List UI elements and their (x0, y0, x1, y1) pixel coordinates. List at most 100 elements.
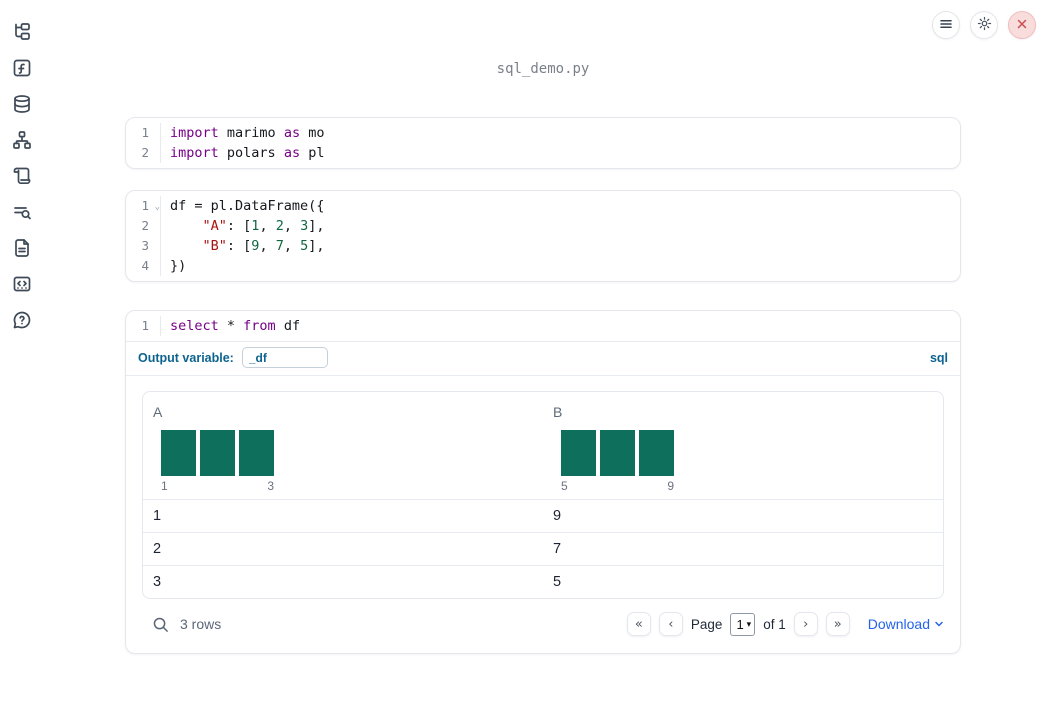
code-line[interactable]: df = pl.DataFrame({ (170, 198, 325, 214)
sidebar-item-outline-search[interactable] (10, 202, 34, 222)
code-line[interactable]: import polars as pl (170, 145, 325, 161)
sidebar-item-data-sources[interactable] (10, 94, 34, 114)
histogram-bar (161, 430, 196, 476)
first-page-button[interactable]: « (626, 612, 651, 636)
output-variable-input[interactable] (241, 347, 328, 368)
code-snippet-icon (12, 274, 32, 294)
chevrons-right-icon: » (833, 616, 842, 632)
output-divider (126, 375, 960, 376)
list-search-icon (12, 202, 32, 222)
line-number: 2 (141, 218, 149, 233)
close-icon (1016, 18, 1028, 33)
code-line[interactable]: "B": [9, 7, 5], (202, 238, 325, 254)
pagination: « ‹ Page 1 ▾ of 1 › » Download (626, 612, 944, 636)
line-number: 1 (141, 125, 149, 140)
previous-page-button[interactable]: ‹ (658, 612, 683, 636)
chevron-right-icon: › (803, 616, 809, 632)
table-cell: 7 (553, 541, 562, 557)
download-label: Download (867, 616, 930, 632)
code-cell-dataframe: 1 ⌄ 2 3 4 df = pl.DataFrame({ "A": [1, 2, 3]… (125, 190, 961, 282)
code-line[interactable]: }) (170, 258, 187, 274)
sidebar-item-snippets[interactable] (10, 274, 34, 294)
sidebar-item-logs[interactable] (10, 166, 34, 186)
table-cell: 2 (153, 541, 162, 557)
scroll-icon (12, 166, 32, 186)
shutdown-button[interactable] (1008, 11, 1036, 39)
histogram-range-label: 1 (161, 479, 168, 493)
output-variable-label: Output variable: (138, 350, 234, 365)
histogram-range-label: 3 (267, 479, 274, 493)
code-content: df = pl.DataFrame({ "A": [1, 2, 3], "B":… (161, 196, 325, 276)
gear-icon (977, 16, 992, 34)
column-name: A (153, 404, 163, 420)
sql-cell: 1 select * from df Output variable: sql … (125, 310, 961, 654)
fold-chevron-icon[interactable]: ⌄ (154, 202, 160, 212)
line-number: 3 (141, 238, 149, 253)
code-editor[interactable]: 1 ⌄ 2 3 4 df = pl.DataFrame({ "A": [1, 2, 3]… (126, 191, 960, 281)
chevron-left-icon: ‹ (668, 616, 674, 632)
histogram-range-label: 5 (561, 479, 568, 493)
helper-panel-sidebar (0, 0, 44, 330)
code-line[interactable]: "A": [1, 2, 3], (202, 218, 325, 234)
sql-cell-footer: Output variable: sql (126, 342, 960, 375)
line-number-gutter: 1 ⌄ 2 3 4 (126, 196, 161, 276)
notebook-filename: sql_demo.py (496, 61, 590, 77)
line-number: 1 ⌄ (126, 196, 160, 216)
row-count: 3 rows (180, 616, 222, 632)
search-icon (152, 616, 169, 633)
page-number-select[interactable]: 1 ▾ (730, 612, 756, 636)
next-page-button[interactable]: › (793, 612, 818, 636)
notebook-menu-button[interactable] (932, 11, 960, 39)
code-line[interactable]: select * from df (170, 318, 301, 334)
page-total-label: of 1 (763, 616, 786, 632)
sidebar-item-variables[interactable] (10, 58, 34, 78)
table-footer: 3 rows « ‹ Page 1 ▾ of 1 › » Download (142, 599, 944, 638)
file-text-icon (12, 238, 32, 258)
sidebar-item-documentation[interactable] (10, 238, 34, 258)
histogram-range-label: 9 (667, 479, 674, 493)
table-search-button[interactable] (151, 614, 169, 634)
sidebar-item-help-chat[interactable] (10, 310, 34, 330)
download-button[interactable]: Download (868, 616, 944, 632)
code-editor[interactable]: 1 select * from df (126, 311, 960, 341)
sidebar-item-file-explorer[interactable] (10, 22, 34, 42)
chevrons-left-icon: « (634, 616, 643, 632)
table-cell: 5 (553, 574, 562, 590)
table-cell: 1 (153, 508, 162, 524)
line-number: 4 (141, 258, 149, 273)
histogram-bar (639, 430, 674, 476)
code-line[interactable]: import marimo as mo (170, 125, 325, 141)
settings-button[interactable] (970, 11, 998, 39)
top-right-controls (932, 11, 1036, 39)
sidebar-item-dependencies[interactable] (10, 130, 34, 150)
network-graph-icon (12, 130, 32, 150)
table-cell: 3 (153, 574, 162, 590)
histogram-bars (161, 430, 274, 476)
chevron-down-icon (934, 616, 944, 632)
column-name: B (553, 404, 563, 420)
histogram-bar (239, 430, 274, 476)
function-square-icon (12, 58, 32, 78)
select-arrow-icon: ▾ (746, 618, 752, 629)
last-page-button[interactable]: » (825, 612, 850, 636)
page-label: Page (690, 616, 723, 632)
hamburger-icon (939, 17, 953, 34)
code-content: select * from df (161, 316, 300, 336)
histogram-bar (561, 430, 596, 476)
histogram-bar (600, 430, 635, 476)
